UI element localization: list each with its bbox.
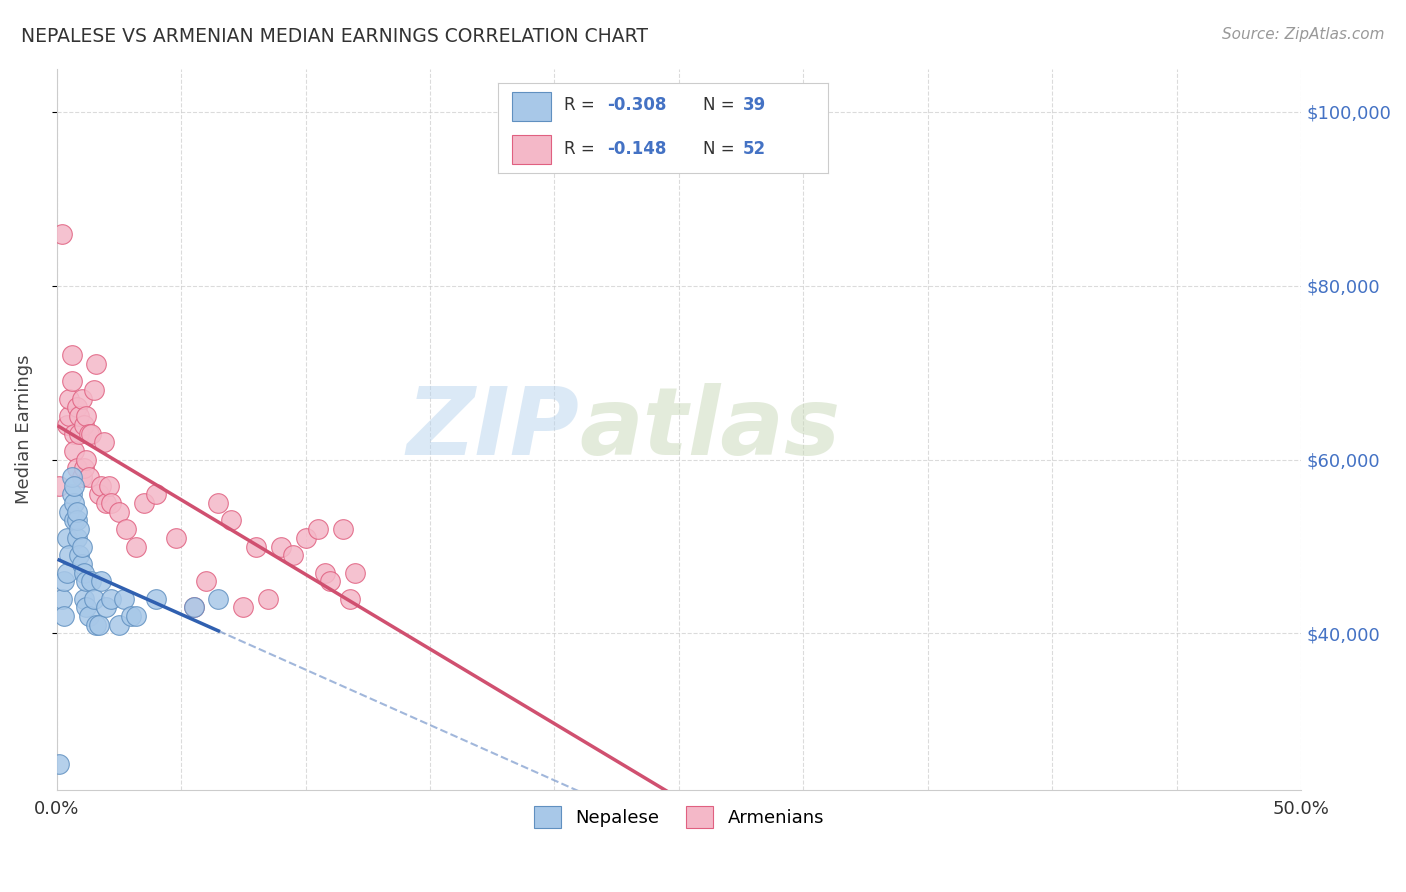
Point bbox=[51, 591, 73, 606]
Point bbox=[51, 227, 73, 241]
Text: Source: ZipAtlas.com: Source: ZipAtlas.com bbox=[1222, 27, 1385, 42]
Point bbox=[63, 479, 86, 493]
Point bbox=[63, 426, 86, 441]
Point bbox=[63, 444, 86, 458]
Point bbox=[80, 574, 103, 589]
Point bbox=[63, 513, 86, 527]
Point bbox=[76, 574, 98, 589]
Point bbox=[207, 591, 229, 606]
Point bbox=[70, 557, 93, 571]
Point bbox=[76, 600, 98, 615]
Point bbox=[232, 600, 254, 615]
Point bbox=[65, 401, 87, 415]
Point bbox=[55, 566, 77, 580]
Point bbox=[344, 566, 367, 580]
Point bbox=[58, 505, 80, 519]
Point bbox=[53, 609, 76, 624]
Point bbox=[120, 609, 142, 624]
Point bbox=[67, 409, 90, 424]
Point bbox=[83, 383, 105, 397]
Point bbox=[112, 591, 135, 606]
Point bbox=[108, 617, 131, 632]
Point bbox=[86, 357, 108, 371]
Point bbox=[96, 600, 118, 615]
Point bbox=[100, 496, 122, 510]
Point bbox=[125, 540, 148, 554]
Point bbox=[183, 600, 205, 615]
Point bbox=[77, 609, 100, 624]
Text: NEPALESE VS ARMENIAN MEDIAN EARNINGS CORRELATION CHART: NEPALESE VS ARMENIAN MEDIAN EARNINGS COR… bbox=[21, 27, 648, 45]
Point bbox=[67, 426, 90, 441]
Point bbox=[55, 531, 77, 545]
Point bbox=[73, 591, 96, 606]
Point bbox=[48, 756, 70, 771]
Point bbox=[80, 426, 103, 441]
Point bbox=[77, 426, 100, 441]
Point bbox=[90, 574, 112, 589]
Point bbox=[76, 409, 98, 424]
Point bbox=[76, 452, 98, 467]
Text: ZIP: ZIP bbox=[406, 384, 579, 475]
Point bbox=[194, 574, 217, 589]
Point bbox=[145, 487, 167, 501]
Point bbox=[87, 617, 110, 632]
Point bbox=[67, 522, 90, 536]
Point bbox=[125, 609, 148, 624]
Point bbox=[73, 566, 96, 580]
Point bbox=[183, 600, 205, 615]
Point bbox=[100, 591, 122, 606]
Legend: Nepalese, Armenians: Nepalese, Armenians bbox=[526, 798, 831, 835]
Point bbox=[93, 435, 115, 450]
Point bbox=[77, 470, 100, 484]
Point bbox=[70, 392, 93, 406]
Point bbox=[86, 617, 108, 632]
Point bbox=[67, 548, 90, 562]
Point bbox=[307, 522, 329, 536]
Point bbox=[339, 591, 361, 606]
Point bbox=[65, 513, 87, 527]
Point bbox=[270, 540, 292, 554]
Point bbox=[319, 574, 342, 589]
Point bbox=[207, 496, 229, 510]
Point bbox=[97, 479, 120, 493]
Point bbox=[60, 375, 83, 389]
Point bbox=[63, 496, 86, 510]
Point bbox=[314, 566, 336, 580]
Point bbox=[96, 496, 118, 510]
Point bbox=[55, 417, 77, 432]
Point bbox=[48, 479, 70, 493]
Point bbox=[145, 591, 167, 606]
Point bbox=[58, 392, 80, 406]
Point bbox=[245, 540, 267, 554]
Point bbox=[58, 548, 80, 562]
Point bbox=[70, 540, 93, 554]
Point bbox=[65, 461, 87, 475]
Point bbox=[294, 531, 316, 545]
Point bbox=[83, 591, 105, 606]
Point bbox=[108, 505, 131, 519]
Point bbox=[257, 591, 280, 606]
Point bbox=[73, 461, 96, 475]
Point bbox=[332, 522, 354, 536]
Point bbox=[219, 513, 242, 527]
Text: atlas: atlas bbox=[579, 384, 841, 475]
Point bbox=[60, 470, 83, 484]
Point bbox=[132, 496, 155, 510]
Point bbox=[281, 548, 304, 562]
Point bbox=[60, 487, 83, 501]
Point bbox=[165, 531, 187, 545]
Point bbox=[58, 409, 80, 424]
Y-axis label: Median Earnings: Median Earnings bbox=[15, 354, 32, 504]
Point bbox=[65, 505, 87, 519]
Point bbox=[73, 417, 96, 432]
Point bbox=[65, 531, 87, 545]
Point bbox=[53, 574, 76, 589]
Point bbox=[115, 522, 138, 536]
Point bbox=[90, 479, 112, 493]
Point bbox=[87, 487, 110, 501]
Point bbox=[60, 348, 83, 362]
Point bbox=[70, 470, 93, 484]
